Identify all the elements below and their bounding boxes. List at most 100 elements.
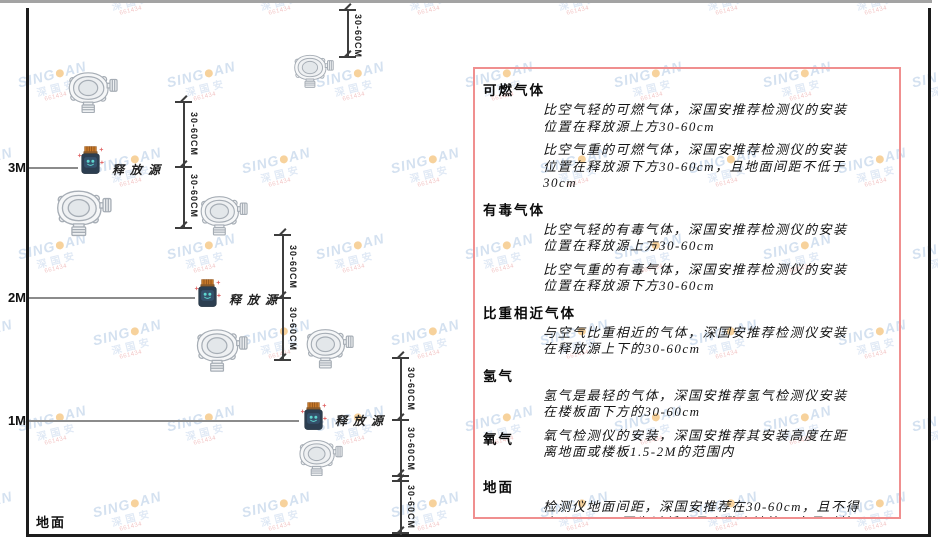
dimension-line	[347, 10, 349, 57]
brand-dot-icon	[130, 326, 140, 337]
section-paragraph: 氢气是最轻的气体，深国安推荐氢气检测仪安装在楼板面下方的30-60cm	[543, 387, 848, 420]
panel-section: 氢气 氢气是最轻的气体，深国安推荐氢气检测仪安装在楼板面下方的30-60cm	[483, 365, 891, 421]
watermark-code: 661434	[119, 349, 143, 361]
watermark-subtitle: 深国安	[408, 336, 453, 358]
brand-dot-icon	[428, 154, 438, 165]
ground-line	[26, 534, 931, 537]
watermark-subtitle: 深国安	[35, 250, 80, 272]
dimension-label: 30-60CM	[406, 484, 416, 529]
dimension-tick	[175, 166, 192, 168]
watermark-code: 661434	[268, 521, 292, 533]
panel-section: 比重相近气体与空气比重相近的气体，深国安推荐检测仪安装在释放源上下的30-60c…	[483, 302, 891, 358]
watermark-subtitle: 深国安	[259, 164, 304, 186]
watermark-code: 661434	[342, 91, 366, 103]
section-paragraph: 比空气轻的可燃气体，深国安推荐检测仪的安装位置在释放源上方30-60cm	[543, 102, 848, 134]
watermark-subtitle: 深国安	[408, 508, 453, 530]
brand-dot-icon	[204, 240, 214, 251]
dimension-tick	[392, 419, 409, 421]
dimension-tick	[392, 532, 409, 534]
ground-label: 地面	[36, 515, 67, 530]
watermark-subtitle: 深国安	[184, 78, 229, 100]
watermark-subtitle: 深国安	[333, 250, 378, 272]
dimension-label: 30-60CM	[189, 173, 199, 218]
watermark-code: 661434	[417, 349, 441, 361]
watermark-code: 661434	[193, 435, 217, 447]
panel-section: 地面检测仪地面间距，深国安推荐在30-60cm，且不得小于30cm，因为过低容易…	[483, 476, 891, 518]
right-wall-line	[928, 8, 931, 537]
watermark-code: 661434	[119, 521, 143, 533]
level-label-1m: 1M	[7, 413, 26, 428]
dimension-tick	[392, 480, 409, 482]
release-source-icon	[194, 279, 221, 310]
level-label-3m: 3M	[7, 160, 26, 175]
watermark-subtitle: 深国安	[333, 78, 378, 100]
section-heading: 比重相近气体	[483, 305, 576, 321]
watermark-subtitle: 深国安	[0, 336, 6, 358]
dimension-line	[183, 102, 185, 228]
brand-dot-icon	[428, 326, 438, 337]
section-heading: 有毒气体	[483, 202, 545, 218]
level-line-3m	[29, 167, 78, 169]
brand-dot-icon	[279, 498, 289, 509]
dimension-tick	[274, 297, 291, 299]
level-label-2m: 2M	[7, 290, 26, 305]
gas-detector-icon	[198, 194, 248, 236]
guideline-panel: 可燃气体比空气轻的可燃气体，深国安推荐检测仪的安装位置在释放源上方30-60cm…	[473, 67, 901, 519]
watermark-subtitle: 深国安	[184, 250, 229, 272]
level-line-2m	[29, 297, 195, 299]
brand-dot-icon	[130, 498, 140, 509]
watermark-code: 661434	[0, 343, 19, 361]
left-wall-line	[26, 8, 29, 537]
section-paragraph: 比空气重的有毒气体，深国安推荐检测仪的安装位置在释放源下方30-60cm	[543, 261, 848, 294]
panel-sections: 可燃气体比空气轻的可燃气体，深国安推荐检测仪的安装位置在释放源上方30-60cm…	[483, 79, 891, 518]
watermark-code: 661434	[193, 91, 217, 103]
gas-detector-icon	[292, 53, 334, 88]
brand-dot-icon	[279, 154, 289, 165]
watermark-code: 661434	[44, 435, 68, 447]
dimension-label: 30-60CM	[406, 426, 416, 471]
section-heading: 可燃气体	[483, 83, 545, 98]
watermark-subtitle: 深国安	[259, 508, 304, 530]
panel-section: 氧气 氧气检测仪的安装，深国安推荐其安装高度在距离地面或楼板1.5-2M的范围内	[483, 428, 891, 461]
panel-section: 可燃气体比空气轻的可燃气体，深国安推荐检测仪的安装位置在释放源上方30-60cm…	[483, 79, 891, 192]
watermark-code: 661434	[342, 263, 366, 275]
dimension-tick	[339, 56, 356, 58]
release-source-label: 释放源	[335, 414, 390, 428]
dimension-tick	[175, 101, 192, 103]
gas-detector-icon	[66, 70, 118, 114]
watermark-code: 661434	[417, 521, 441, 533]
watermark-subtitle: 深国安	[0, 508, 6, 530]
dimension-line	[400, 358, 402, 535]
watermark-subtitle: 深国安	[110, 336, 155, 358]
watermark-code: 661434	[44, 263, 68, 275]
brand-dot-icon	[428, 498, 438, 509]
section-paragraph: 与空气比重相近的气体，深国安推荐检测仪安装在释放源上下的30-60cm	[543, 324, 848, 357]
watermark-code: 661434	[0, 515, 19, 533]
gas-detector-icon	[54, 188, 112, 237]
